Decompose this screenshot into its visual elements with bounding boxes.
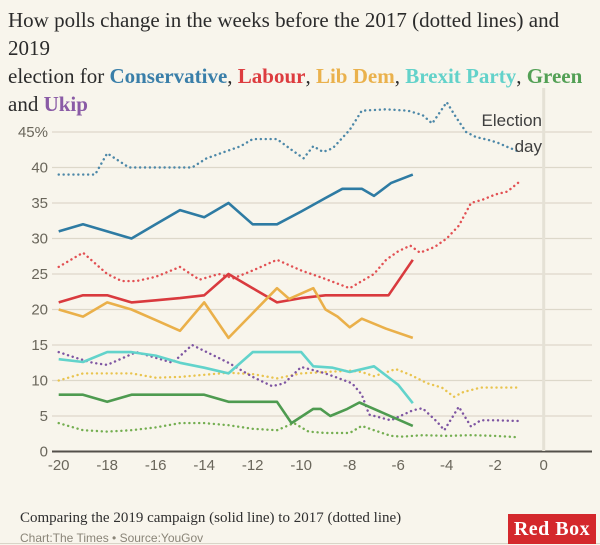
y-tick-label: 25 bbox=[31, 266, 48, 283]
poll-lines bbox=[57, 100, 521, 439]
title-segment: , bbox=[227, 64, 238, 88]
series-ukip-2017 bbox=[57, 343, 521, 432]
x-tick-label: -6 bbox=[392, 457, 405, 474]
x-tick-label: -8 bbox=[343, 457, 356, 474]
series-green-2017 bbox=[57, 421, 521, 439]
title-segment: election for bbox=[8, 64, 110, 88]
series-labour-2017 bbox=[57, 180, 521, 290]
title-segment: , bbox=[394, 64, 406, 88]
series-brexit-party-2019 bbox=[58, 350, 414, 405]
x-tick-label: -10 bbox=[290, 457, 312, 474]
x-tick-label: -4 bbox=[440, 457, 453, 474]
series-libdem-2017 bbox=[57, 367, 521, 398]
title-segment: How polls change in the weeks before the… bbox=[8, 8, 560, 60]
title-segment: and bbox=[8, 92, 44, 116]
y-tick-label: 35 bbox=[31, 195, 48, 212]
x-tick-label: -14 bbox=[193, 457, 215, 474]
title-segment: Conservative bbox=[109, 64, 228, 88]
series-green-2019 bbox=[58, 393, 414, 428]
x-tick-label: -2 bbox=[489, 457, 502, 474]
x-tick-label: -12 bbox=[242, 457, 264, 474]
title-segment: , bbox=[516, 64, 527, 88]
x-tick-label: -16 bbox=[145, 457, 167, 474]
y-tick-label: 45% bbox=[18, 124, 48, 141]
x-tick-label: 0 bbox=[540, 457, 548, 474]
series-conservative-2017 bbox=[57, 100, 521, 176]
y-tick-label: 15 bbox=[31, 337, 48, 354]
title-segment: , bbox=[305, 64, 316, 88]
title-segment: Green bbox=[526, 64, 583, 88]
chart-subtitle: Comparing the 2019 campaign (solid line)… bbox=[20, 510, 402, 526]
y-tick-label: 30 bbox=[31, 231, 48, 248]
y-tick-label: 5 bbox=[40, 408, 48, 425]
election-day-label: Election day bbox=[481, 111, 542, 157]
title-segment: Ukip bbox=[43, 92, 88, 116]
series-conservative-2019 bbox=[58, 173, 414, 240]
series-labour-2019 bbox=[58, 259, 414, 304]
y-tick-label: 0 bbox=[40, 444, 48, 461]
y-tick-label: 40 bbox=[31, 160, 48, 177]
gridlines bbox=[52, 131, 592, 453]
y-tick-label: 10 bbox=[31, 373, 48, 390]
x-axis-labels: -20 -18 -16 -14 -12 -10 -8 -6 -4 -2 0 bbox=[48, 457, 548, 474]
y-tick-label: 20 bbox=[31, 302, 48, 319]
title-segment: Lib Dem bbox=[315, 64, 395, 88]
title-segment: Brexit Party bbox=[405, 64, 517, 88]
x-tick-label: -20 bbox=[48, 457, 70, 474]
y-axis-labels: 0 5 10 15 20 25 30 35 40 45% bbox=[18, 124, 48, 461]
chart-credit: Chart:The Times • Source:YouGov bbox=[20, 531, 204, 545]
title-segment: Labour bbox=[237, 64, 306, 88]
redbox-logo: Red Box bbox=[508, 514, 596, 544]
series-libdem-2019 bbox=[58, 286, 414, 340]
page-title: How polls change in the weeks before the… bbox=[8, 6, 592, 118]
x-tick-label: -18 bbox=[96, 457, 118, 474]
